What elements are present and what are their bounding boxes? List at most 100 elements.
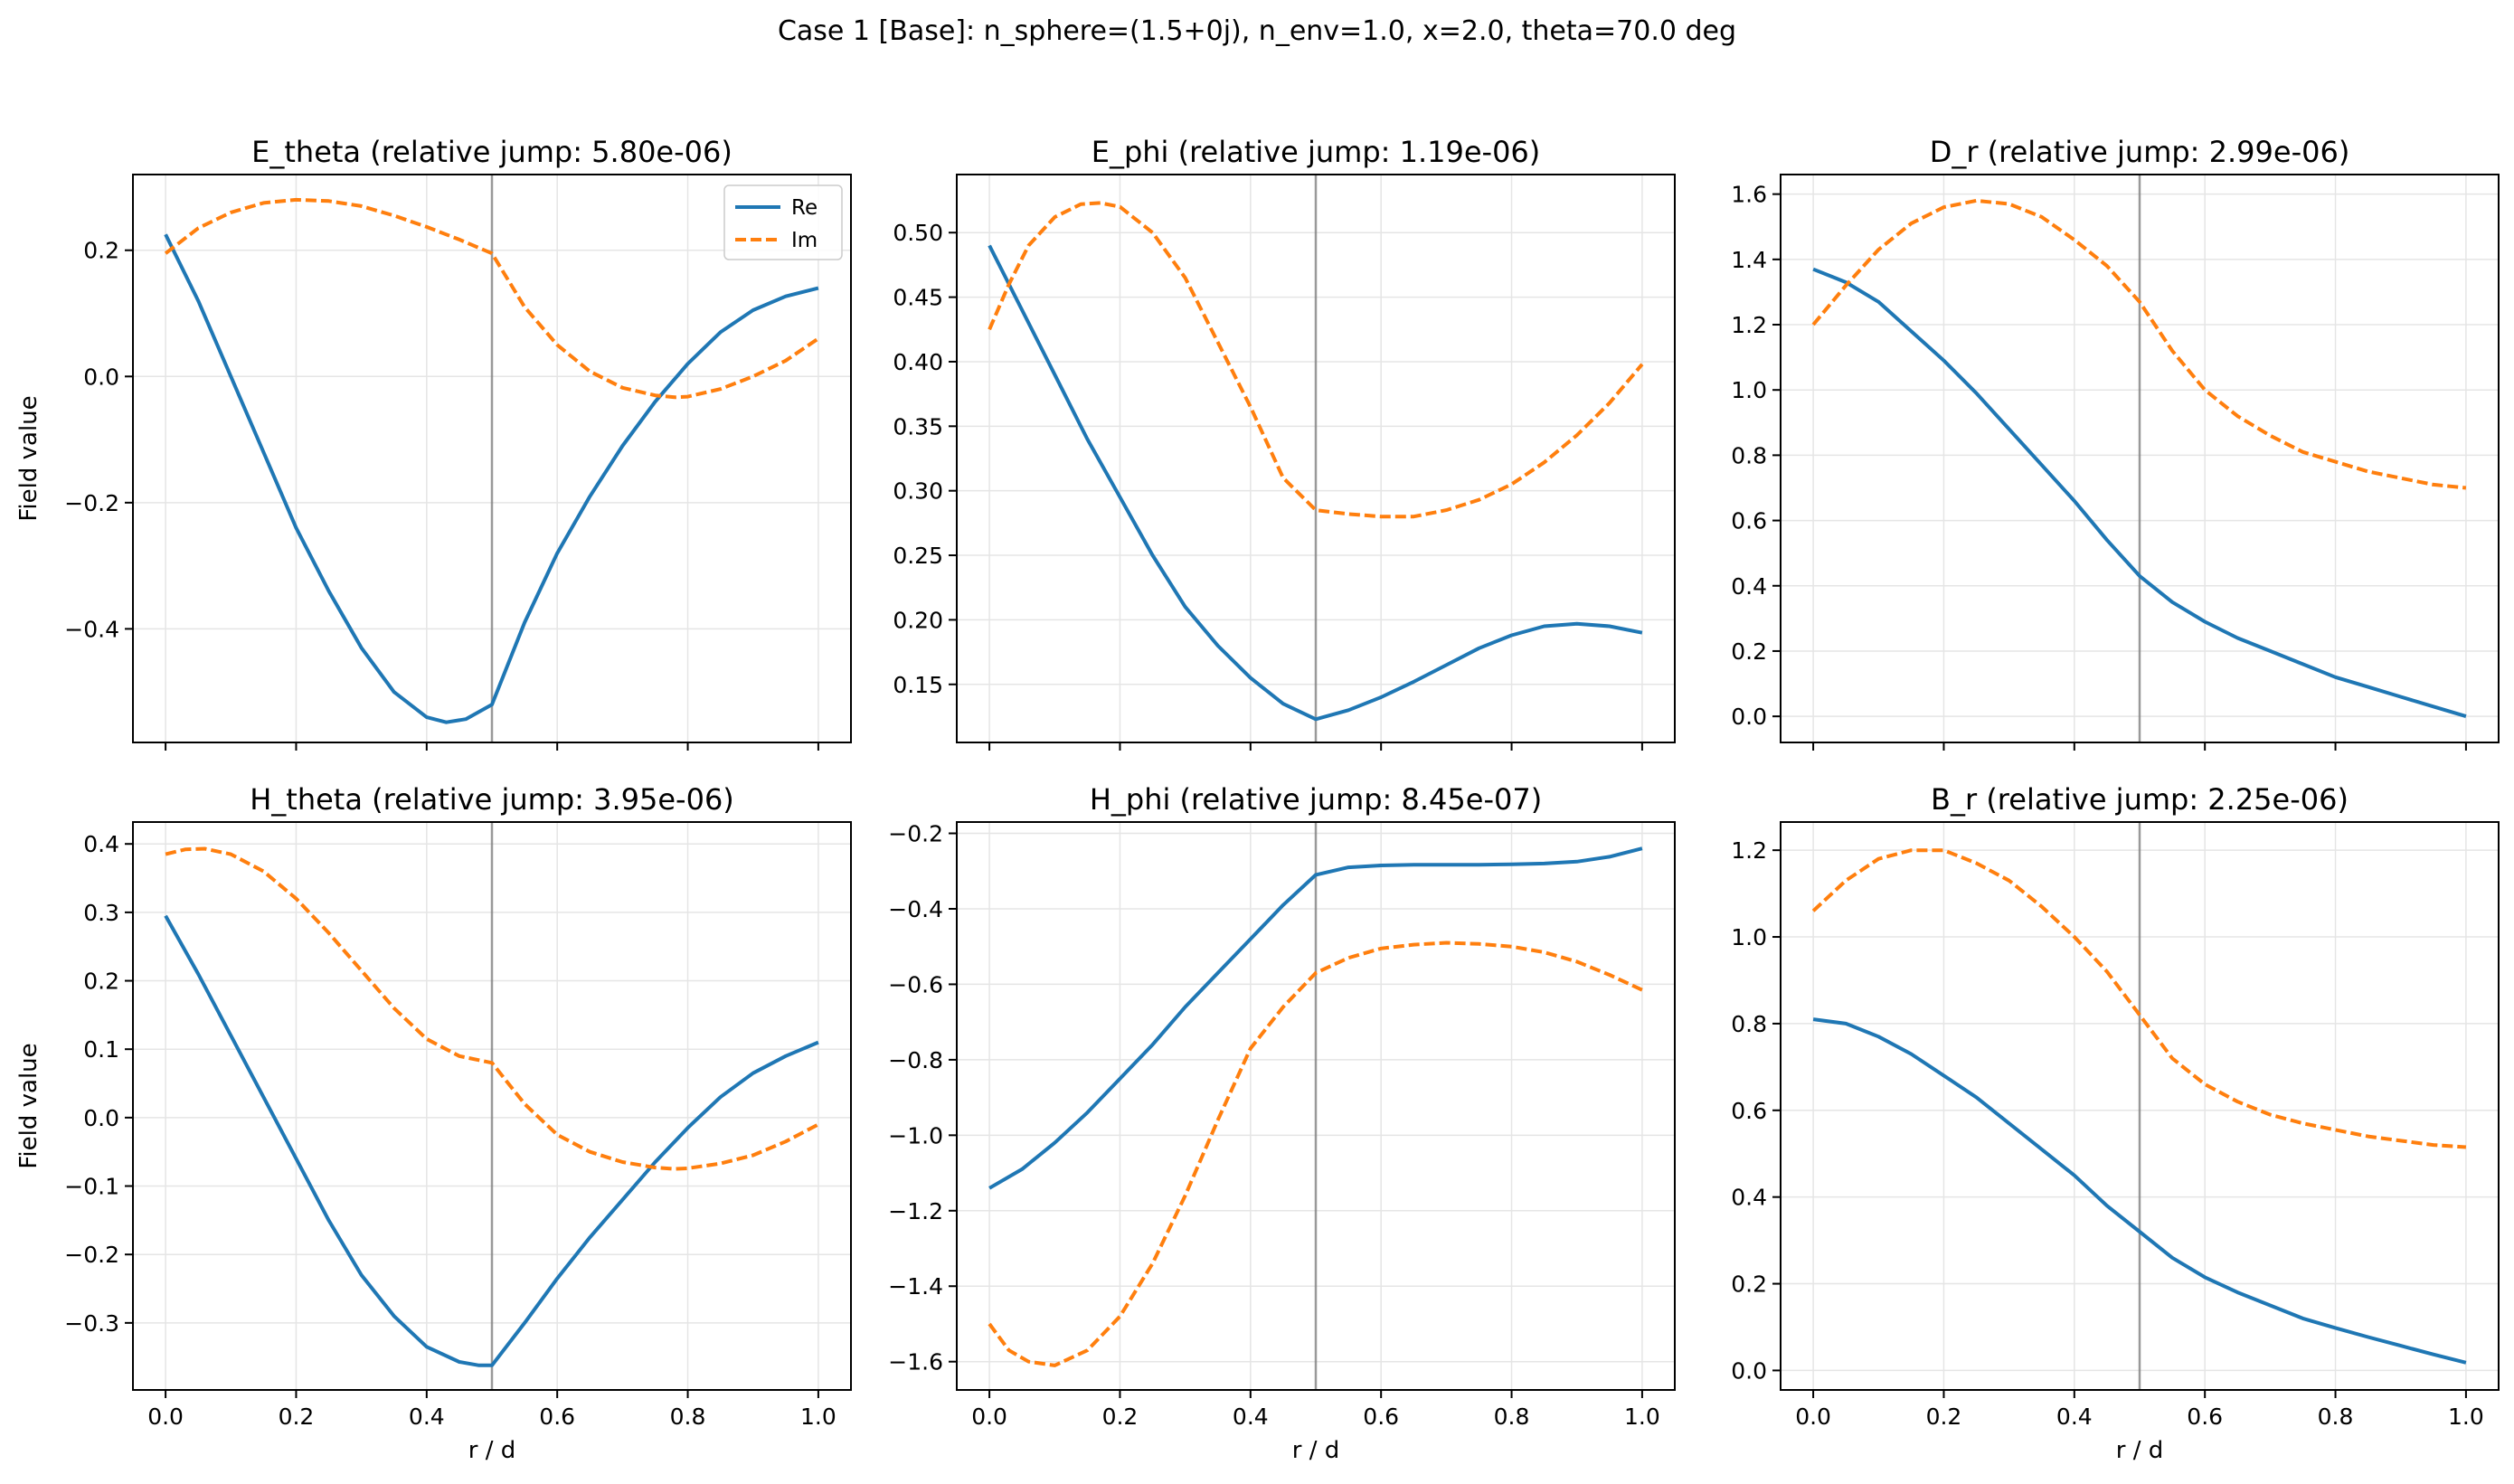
x-tick-label: 0.6 [2187,1404,2223,1430]
y-tick-label: −1.0 [888,1122,943,1148]
x-tick-label: 0.2 [279,1404,315,1430]
y-tick-label: 0.40 [893,349,943,375]
subplot-title: E_theta (relative jump: 5.80e-06) [251,135,732,169]
x-tick-label: 0.8 [1494,1404,1530,1430]
y-tick-label: 0.2 [83,969,119,995]
series-re-line [164,914,819,1367]
x-tick-label: 0.6 [1363,1404,1399,1430]
y-tick-label: −1.6 [888,1349,943,1375]
y-tick-label: 0.25 [893,543,943,569]
y-tick-label: 0.3 [83,900,119,926]
y-axis-label: Field value [15,395,43,521]
y-tick-label: 0.0 [1731,704,1767,730]
x-tick-label: 0.4 [1233,1404,1269,1430]
subplot-grid: −0.4 −0.2 0.0 0.2 E_theta (relative jump: 5.… [15,135,2500,1464]
series-im-line [1811,198,2467,490]
legend-box [723,184,843,260]
x-tick-label: 0.8 [670,1404,706,1430]
subplot-title: H_theta (relative jump: 3.95e-06) [250,782,734,817]
x-tick-label: 1.0 [1624,1404,1660,1430]
axes-frame [1780,821,2500,1391]
y-tick-label: 1.0 [1731,924,1767,950]
x-tick-label: 0.2 [1102,1404,1139,1430]
figure-suptitle: Case 1 [Base]: n_sphere=(1.5+0j), n_env=… [778,15,1736,47]
y-tick-label: 0.8 [1731,442,1767,468]
series-re-line [988,244,1643,722]
subplot-title: B_r (relative jump: 2.25e-06) [1931,782,2349,817]
y-tick-label: 0.50 [893,220,943,246]
axes-frame [132,174,852,743]
y-tick-label: 0.8 [1731,1011,1767,1037]
x-tick-label: 0.0 [971,1404,1007,1430]
subplot-title: E_phi (relative jump: 1.19e-06) [1092,135,1541,169]
y-tick-label: 0.0 [83,364,119,390]
y-tick-label: 0.4 [83,831,119,857]
y-tick-label: 1.0 [1731,377,1767,403]
x-axis-label: r / d [468,1437,515,1464]
y-tick-label: −0.4 [888,896,943,922]
y-tick-label: −1.4 [888,1273,943,1300]
legend: Re Im [723,184,843,260]
x-axis-label: r / d [1292,1437,1339,1464]
x-tick-label: 0.0 [1795,1404,1831,1430]
subplot-3: 0.0 0.2 0.4 0.6 0.8 1.0 1.2 1.4 1.6 D_r (relative… [1731,135,2500,751]
y-tick-label: 0.2 [1731,638,1767,665]
subplot-title: D_r (relative jump: 2.99e-06) [1930,135,2350,169]
y-tick-label: 0.2 [1731,1271,1767,1298]
y-tick-label: 0.35 [893,413,943,440]
y-tick-label: 0.15 [893,672,943,698]
y-tick-label: 0.45 [893,285,943,311]
axes-frame [956,821,1676,1391]
subplot-4: 0.0 0.2 0.4 0.6 0.8 1.0 −0.3 −0.2 −0.1 0.0 0.1 0.2 0… [15,782,852,1464]
x-tick-label: 0.6 [539,1404,575,1430]
legend-re-label: Re [791,196,818,220]
y-tick-label: 0.4 [1731,1185,1767,1211]
series-im-line [1811,848,2467,1149]
series-re-line [988,846,1643,1190]
y-tick-label: 1.4 [1731,247,1767,273]
axes-frame [1780,174,2500,743]
y-tick-label: 0.0 [83,1105,119,1131]
y-tick-label: 0.1 [83,1036,119,1063]
legend-im-label: Im [791,229,818,252]
y-tick-label: −0.2 [888,821,943,847]
series-re-line [1812,1017,2467,1365]
series-im-line [164,197,820,400]
x-tick-label: 1.0 [800,1404,836,1430]
y-tick-label: 0.30 [893,478,943,505]
y-tick-label: 0.20 [893,607,943,633]
y-tick-label: −0.2 [64,490,119,516]
subplot-1: −0.4 −0.2 0.0 0.2 E_theta (relative jump: 5.… [15,135,852,751]
series-re-line [164,233,819,724]
axes-frame [132,821,852,1391]
y-tick-label: 0.4 [1731,573,1767,600]
y-tick-label: 0.0 [1731,1357,1767,1384]
x-tick-label: 0.4 [409,1404,445,1430]
y-tick-label: 0.6 [1731,1098,1767,1124]
y-tick-label: −0.8 [888,1047,943,1073]
y-tick-label: 1.2 [1731,837,1767,864]
y-tick-label: 0.6 [1731,508,1767,534]
y-tick-label: −0.1 [64,1174,119,1200]
x-tick-label: 0.2 [1926,1404,1962,1430]
series-im-line [988,940,1643,1367]
y-tick-label: 0.2 [83,238,119,264]
series-re-line [1812,267,2467,719]
y-axis-label: Field value [15,1043,43,1168]
x-tick-label: 0.4 [2056,1404,2093,1430]
y-tick-label: −0.6 [888,971,943,997]
y-tick-label: −0.2 [64,1242,119,1268]
y-tick-label: −1.2 [888,1198,943,1224]
x-axis-label: r / d [2116,1437,2163,1464]
subplot-2: 0.15 0.20 0.25 0.30 0.35 0.40 0.45 0.50 E_phi (r… [893,135,1676,751]
y-tick-label: −0.4 [64,616,119,642]
x-tick-label: 1.0 [2448,1404,2484,1430]
y-tick-label: 1.2 [1731,312,1767,338]
subplot-title: H_phi (relative jump: 8.45e-07) [1090,782,1542,817]
subplot-6: 0.0 0.2 0.4 0.6 0.8 1.0 0.0 0.2 0.4 0.6 0.8 1.0 1.2 B… [1731,782,2500,1464]
series-im-line [165,846,819,1171]
x-tick-label: 0.8 [2318,1404,2354,1430]
y-tick-label: −0.3 [64,1310,119,1337]
y-tick-label: 1.6 [1731,182,1767,208]
